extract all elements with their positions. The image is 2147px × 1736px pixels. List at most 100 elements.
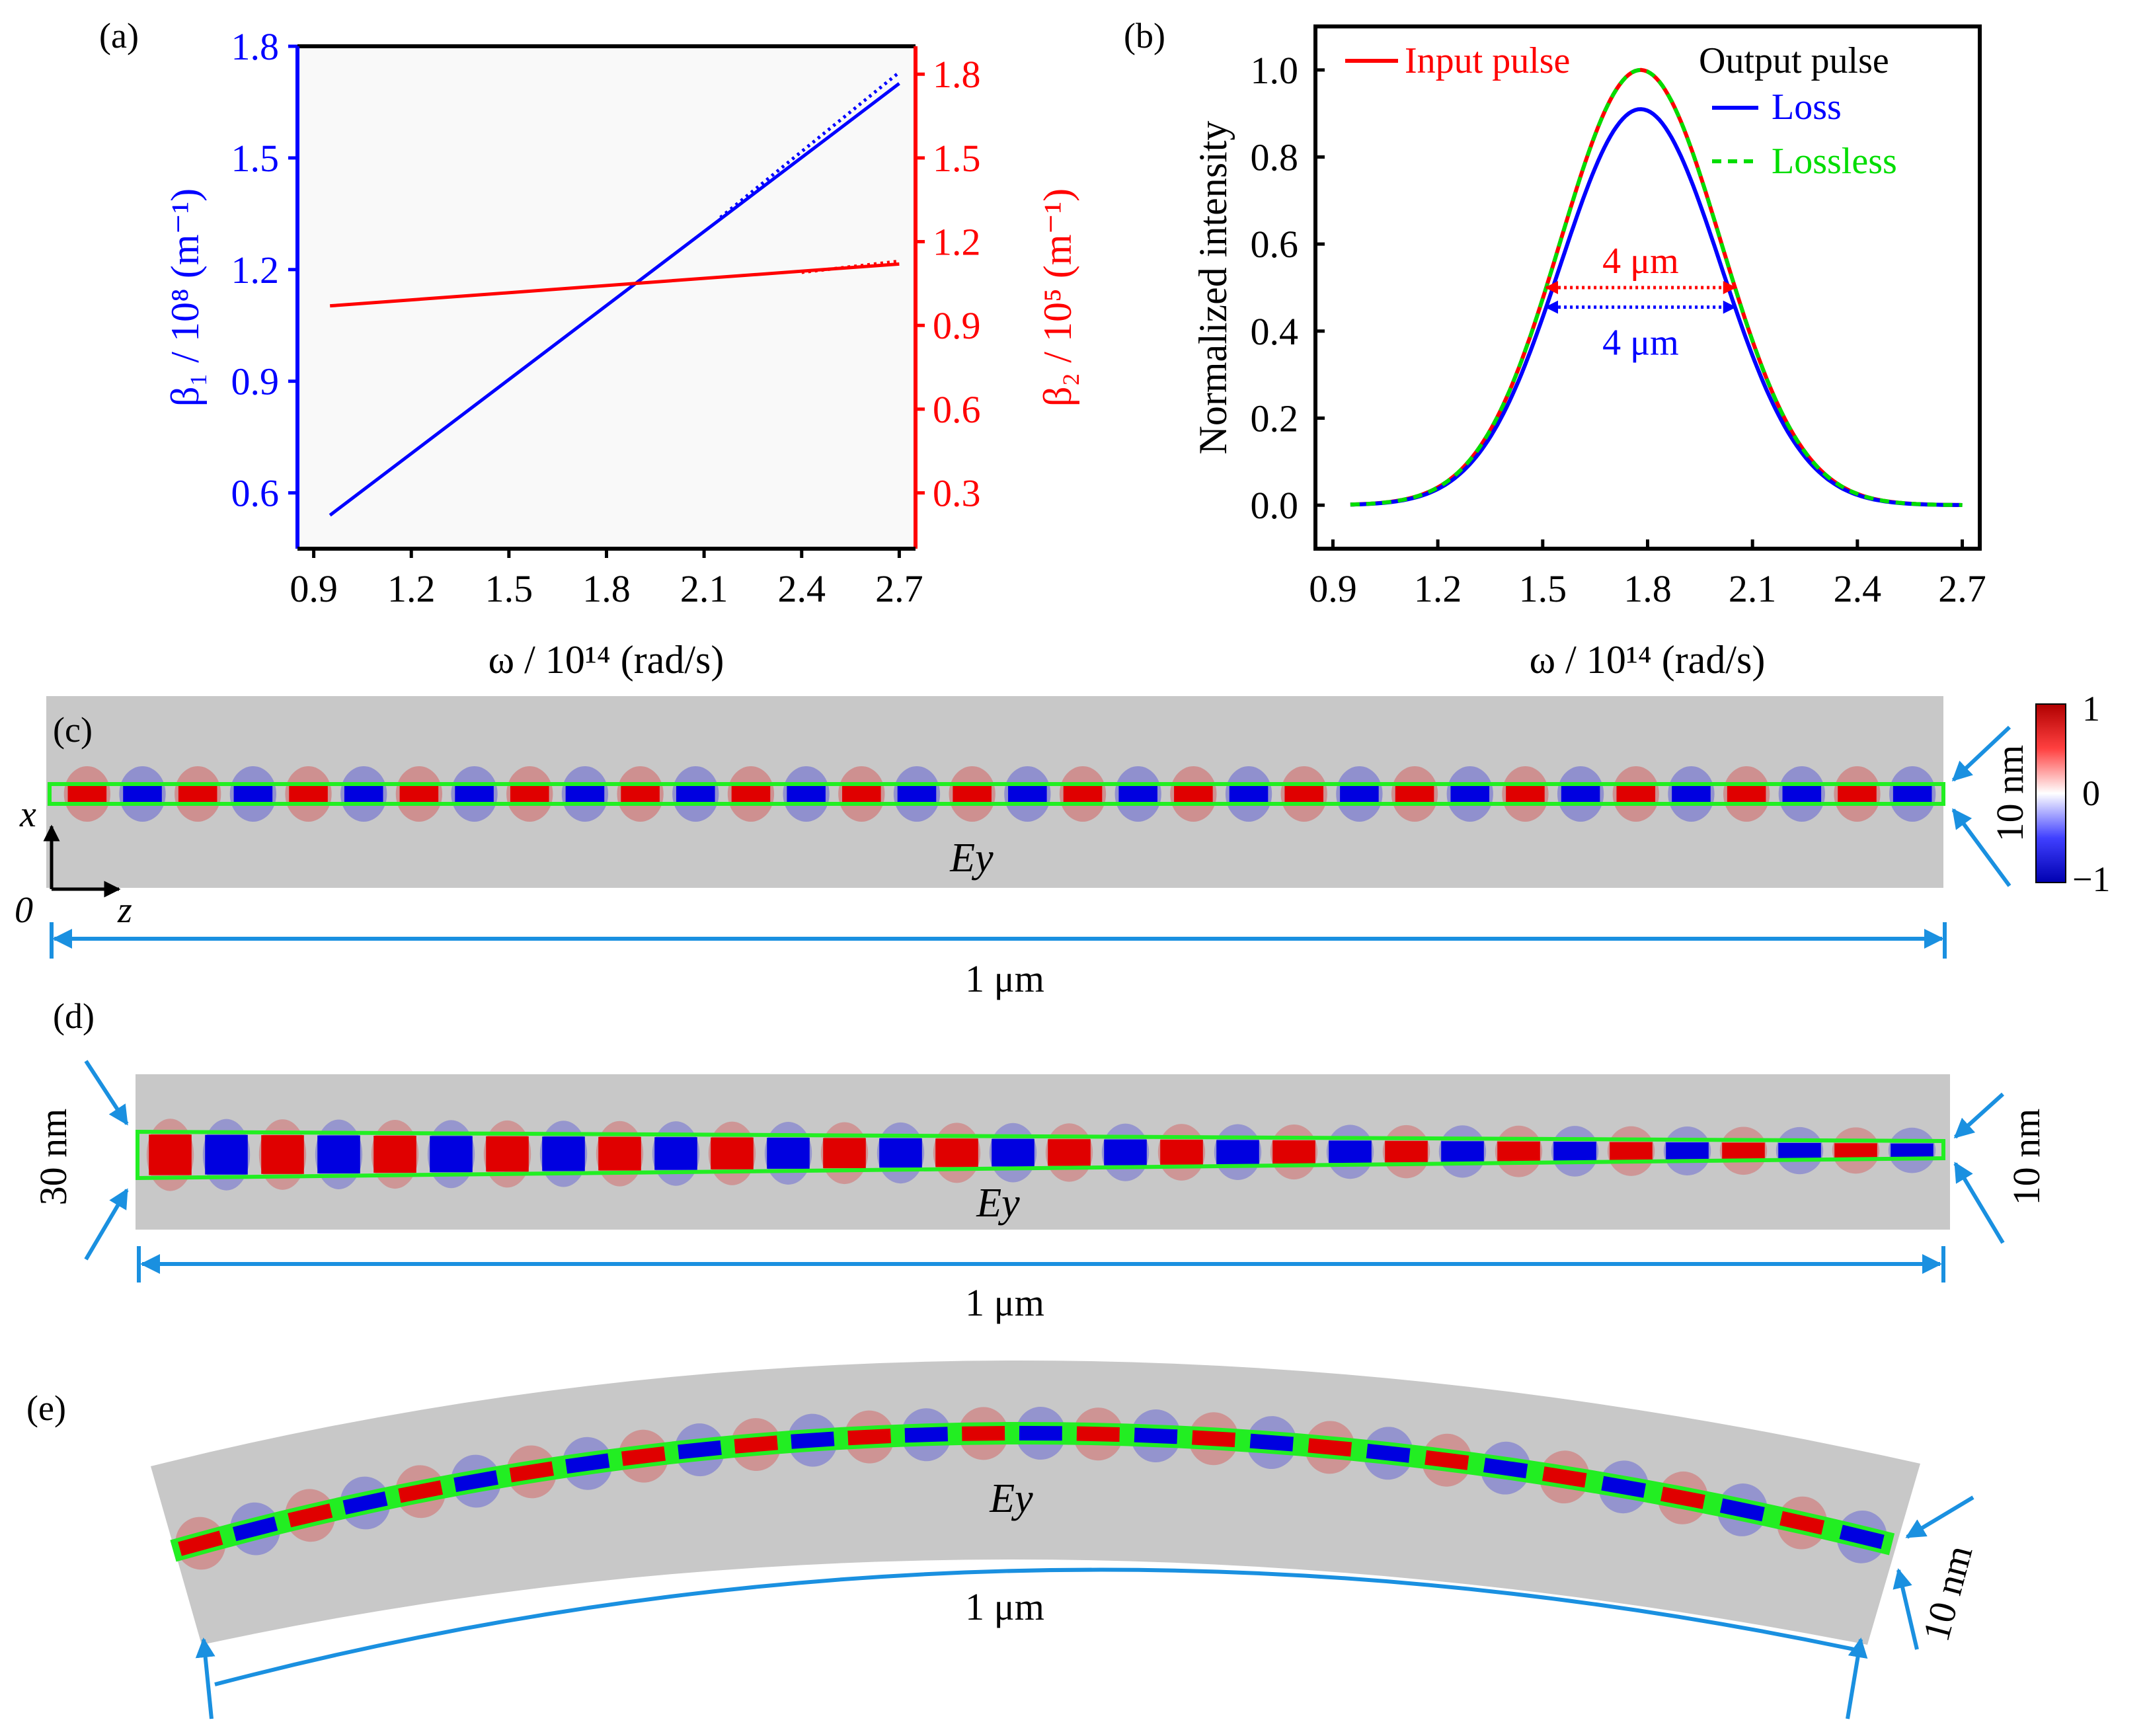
plot-b-ytick-label: 0.8: [1251, 136, 1299, 179]
field-c-core-segment: [787, 786, 826, 802]
field-d-core-segment: [486, 1136, 529, 1172]
plot-a-xtick-label: 1.5: [485, 567, 533, 610]
plot-b-ylabel: Normalized intensity: [1191, 121, 1235, 455]
field-e-background: [151, 1360, 1920, 1645]
plot-b-xtick-label: 1.5: [1519, 567, 1567, 610]
waveguide-d-outline: [136, 1129, 1945, 1181]
field-c-core-segment: [731, 786, 771, 802]
field-c-core-segment: [953, 786, 992, 802]
field-d-core-segment: [879, 1138, 922, 1168]
field-d-core-segment: [1160, 1140, 1203, 1165]
plot-b-fwhm-label: 4 μm: [1602, 241, 1679, 282]
field-c-core-segment: [123, 786, 162, 802]
plot-b-ytick-label: 0.0: [1251, 484, 1299, 527]
field-c-core-segment: [399, 786, 439, 802]
field-d-core-segment: [1722, 1142, 1765, 1160]
field-d-core-segment: [1778, 1142, 1821, 1159]
legend-lossless-label: Lossless: [1772, 141, 1897, 182]
plot-a-ytick-right-label: 1.5: [933, 137, 981, 180]
length-d-label: 1 μm: [965, 1281, 1044, 1324]
field-d-core-segment: [1385, 1140, 1428, 1163]
plot-b-xtick-label: 1.2: [1414, 567, 1462, 610]
colorbar-max-label: 1: [2082, 689, 2100, 729]
field-d-core-segment: [1553, 1142, 1596, 1161]
plot-a-ylabel-right: β₂ / 10⁵ (m⁻¹): [1036, 188, 1079, 407]
plot-b-ytick-label: 0.4: [1251, 310, 1299, 353]
panel-d: (d) Ey 30 nm 10 nm 1 μm: [32, 996, 2048, 1324]
legend-loss-label: Loss: [1772, 87, 1842, 128]
axis-z-label: z: [117, 890, 132, 931]
field-c-core-segment: [1893, 786, 1932, 802]
plot-a-xlabel: ω / 10¹⁴ (rad/s): [488, 638, 724, 682]
field-c-core-segment: [1229, 786, 1269, 802]
field-d-core-segment: [1666, 1142, 1709, 1160]
field-d-core-segment: [992, 1138, 1034, 1167]
plot-a-xtick-label: 1.8: [582, 567, 631, 610]
plot-a-series--1: [329, 82, 900, 517]
field-c-core-segment: [1838, 786, 1877, 802]
plot-a-ytick-right-label: 0.9: [933, 304, 981, 347]
plot-b-xtick-label: 0.9: [1309, 567, 1357, 610]
field-d-core-segment: [1329, 1140, 1372, 1164]
field-d-core-segment: [1441, 1141, 1484, 1162]
axis-x-label: x: [19, 794, 36, 835]
width-c-label: 10 nm: [1988, 745, 2031, 842]
field-c-core-segment: [1340, 786, 1379, 802]
field-d-core-segment: [542, 1136, 585, 1171]
length-c-label: 1 μm: [965, 957, 1044, 1000]
field-c-core-segment: [1672, 786, 1711, 802]
width-c-arrow-bottom: [1951, 808, 2011, 887]
plot-a-ytick-right-label: 1.2: [933, 221, 981, 264]
width-d-arrow-top-right: [1953, 1092, 2005, 1139]
field-d-core-segment: [373, 1135, 416, 1173]
field-d-core-segment: [430, 1136, 473, 1173]
field-d-core-segment: [711, 1137, 754, 1169]
field-c-core-segment: [1395, 786, 1434, 802]
panel-a: (a) 0.9 1.2 1.5 1.8 2.1 2.4 2.7 0.6 0.9 1.2 1.5 1.…: [99, 16, 1079, 682]
field-c-core-segment: [1782, 786, 1822, 802]
plot-a-ytick-right-label: 1.8: [933, 53, 981, 96]
plot-a-ytick-right-label: 0.6: [933, 388, 981, 431]
width-d-start-label: 30 nm: [32, 1109, 75, 1206]
field-c-core-segment: [455, 786, 494, 802]
colorbar-mid-label: 0: [2082, 773, 2100, 813]
field-d-core-segment: [1104, 1139, 1147, 1165]
plot-b-xtick-label: 2.4: [1834, 567, 1882, 610]
legend-input-label: Input pulse: [1405, 40, 1570, 81]
field-c-core-segment: [510, 786, 549, 802]
plot-a-ytick-left-label: 0.6: [231, 472, 280, 515]
field-d-core-segment: [1834, 1143, 1877, 1158]
plot-b-ytick-label: 1.0: [1251, 49, 1299, 92]
width-e-label: 10 nm: [1914, 1541, 1981, 1645]
plot-b-xtick-label: 2.1: [1729, 567, 1777, 610]
field-d-core-segment: [823, 1138, 866, 1169]
field-d-core-segment: [598, 1136, 641, 1171]
panel-c: (c) Ey x z 0 1 μm 10 nm 1 0 −1: [15, 689, 2110, 1000]
length-e-arc: [214, 1567, 1855, 1686]
length-e-arrow-left: [195, 1637, 215, 1719]
field-c-core-segment: [344, 786, 383, 802]
field-c-core-segment: [289, 786, 328, 802]
length-e-label: 1 μm: [965, 1585, 1044, 1628]
field-d-core-segment: [767, 1138, 810, 1169]
field-c-core-segment: [621, 786, 660, 802]
field-d-core-segment: [1272, 1140, 1315, 1164]
plot-a-area: [297, 46, 916, 549]
field-c-core-segment: [1063, 786, 1103, 802]
plot-b-xlabel: ω / 10¹⁴ (rad/s): [1530, 638, 1766, 682]
colorbar: [2035, 703, 2066, 883]
width-d-arrow-bottom-right: [1953, 1162, 2005, 1244]
field-c-core-segment: [897, 786, 937, 802]
plot-b-fwhm-label: 4 μm: [1602, 323, 1679, 364]
plot-a-ytick-left-label: 0.9: [231, 360, 280, 403]
panel-d-label: (d): [53, 996, 95, 1036]
field-c-core-segment: [178, 786, 217, 802]
width-c-arrow-top: [1951, 725, 2011, 782]
plot-a-ytick-left-label: 1.8: [231, 25, 280, 68]
width-d-arrow-bottom-left: [84, 1188, 129, 1261]
field-d-core-segment: [261, 1135, 304, 1174]
field-c-core-segment: [1174, 786, 1213, 802]
field-c-core-segment: [565, 786, 605, 802]
field-d-core-segment: [1497, 1141, 1540, 1162]
